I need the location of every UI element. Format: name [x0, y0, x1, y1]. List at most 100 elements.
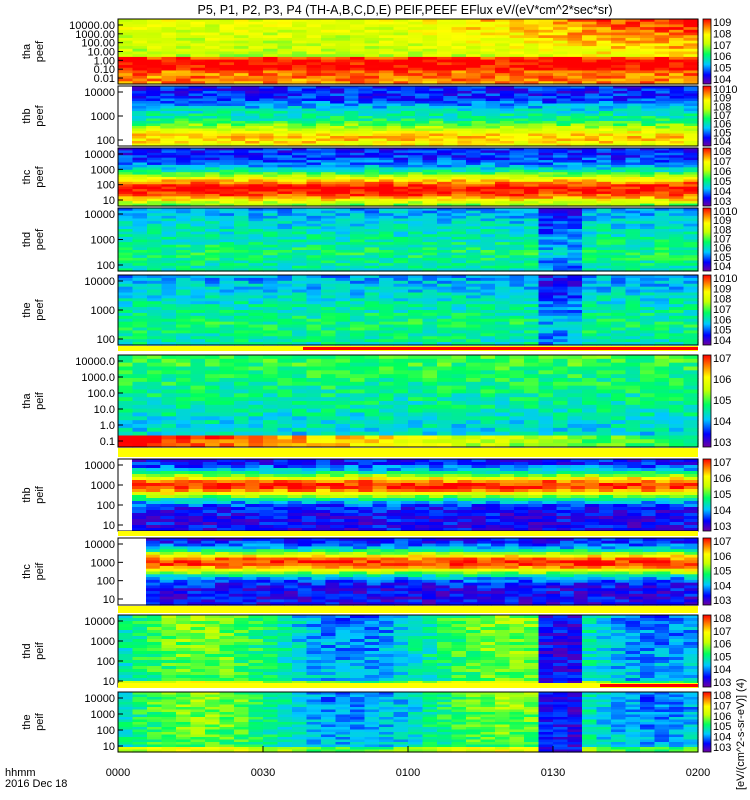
spectrogram-cell: [161, 381, 177, 387]
spectrogram-cell: [248, 292, 264, 297]
spectrogram-cell: [176, 234, 192, 238]
spectrogram-cell: [292, 78, 308, 82]
spectrogram-cell: [582, 150, 598, 154]
spectrogram-cell: [132, 67, 148, 72]
figure-title: P5, P1, P2, P3, P4 (TH-A,B,C,D,E) PEIF,P…: [197, 3, 612, 17]
spectrogram-cell: [321, 24, 337, 28]
spectrogram-cell: [350, 59, 366, 63]
spectrogram-cell: [567, 162, 583, 166]
spectrogram-cell: [306, 46, 322, 50]
spectrogram-cell: [315, 96, 331, 100]
spectrogram-cell: [344, 91, 359, 95]
spectrogram-cell: [176, 327, 192, 332]
spectrogram-cell: [528, 131, 543, 135]
spectrogram-cell: [161, 242, 177, 246]
spectrogram-cell: [611, 196, 627, 200]
spectrogram-cell: [321, 265, 337, 269]
spectrogram-cell: [190, 184, 206, 188]
spectrogram-cell: [234, 75, 250, 80]
spectrogram-cell: [147, 324, 163, 329]
spectrogram-cell: [248, 32, 264, 36]
spectrogram-cell: [408, 152, 424, 156]
spectrogram-cell: [669, 310, 685, 314]
spectrogram-cell: [408, 174, 424, 178]
spectrogram-cell: [480, 186, 496, 190]
spectrogram-cell: [393, 339, 409, 343]
spectrogram-cell: [202, 111, 218, 115]
spectrogram-cell: [584, 91, 600, 95]
spectrogram-cell: [379, 148, 395, 152]
spectrogram-cell: [570, 128, 586, 132]
spectrogram-cell: [190, 37, 206, 42]
spectrogram-cell: [379, 315, 395, 320]
spectrogram-cell: [161, 177, 177, 181]
spectrogram-cell: [598, 116, 614, 120]
spectrogram-cell: [627, 86, 642, 90]
spectrogram-cell: [480, 40, 496, 44]
spectrogram-cell: [611, 27, 627, 31]
spectrogram-cell: [538, 160, 554, 164]
spectrogram-cell: [509, 213, 525, 217]
spectrogram-cell: [422, 318, 438, 323]
spectrogram-cell: [683, 32, 699, 36]
spectrogram-cell: [625, 283, 641, 288]
spectrogram-cell: [437, 257, 453, 262]
spectrogram-cell: [234, 318, 250, 323]
spectrogram-cell: [393, 263, 409, 267]
spectrogram-cell: [466, 315, 482, 320]
spectrogram-cell: [451, 244, 467, 248]
spectrogram-cell: [443, 86, 459, 90]
spectrogram-cell: [654, 162, 670, 166]
spectrogram-cell: [393, 223, 409, 227]
spectrogram-cell: [202, 96, 218, 100]
spectrogram-cell: [335, 27, 351, 31]
spectrogram-cell: [669, 252, 685, 256]
spectrogram-cell: [683, 81, 699, 85]
spectrogram-cell: [408, 292, 424, 297]
spectrogram-cell: [292, 65, 308, 69]
spectrogram-cell: [683, 193, 699, 197]
spectrogram-cell: [219, 24, 235, 28]
spectrogram-cell: [393, 289, 409, 294]
spectrogram-cell: [654, 196, 670, 200]
spectrogram-cell: [306, 275, 322, 279]
spectrogram-cell: [248, 203, 264, 207]
spectrogram-cell: [625, 157, 641, 161]
spectrogram-cell: [542, 121, 558, 125]
spectrogram-cell: [205, 324, 221, 329]
spectrogram-cell: [683, 189, 699, 193]
spectrogram-cell: [654, 46, 670, 50]
y-tick-label: 10.00: [87, 47, 115, 59]
spectrogram-cell: [466, 78, 482, 82]
spectrogram-cell: [321, 231, 337, 235]
spectrogram-cell: [176, 280, 192, 285]
spectrogram-cell: [335, 221, 351, 225]
spectrogram-cell: [422, 59, 438, 63]
spectrogram-cell: [538, 215, 554, 220]
spectrogram-cell: [234, 234, 250, 238]
spectrogram-cell: [219, 54, 235, 58]
spectrogram-cell: [480, 177, 496, 181]
spectrogram-cell: [248, 148, 264, 152]
spectrogram-cell: [654, 19, 670, 23]
spectrogram-cell: [451, 172, 467, 176]
spectrogram-cell: [466, 277, 482, 282]
spectrogram-cell: [292, 169, 308, 173]
spectrogram-cell: [190, 310, 206, 314]
spectrogram-cell: [176, 318, 192, 323]
spectrogram-cell: [596, 75, 612, 80]
spectrogram-cell: [147, 157, 163, 161]
spectrogram-cell: [437, 152, 453, 156]
spectrogram-cell: [654, 213, 670, 217]
spectrogram-cell: [273, 126, 289, 130]
spectrogram-cell: [118, 51, 134, 55]
spectrogram-cell: [669, 283, 685, 288]
spectrogram-cell: [248, 21, 264, 26]
spectrogram-cell: [231, 116, 246, 120]
spectrogram-cell: [174, 116, 190, 120]
spectrogram-cell: [147, 27, 163, 31]
spectrogram-cell: [524, 244, 540, 248]
spectrogram-cell: [219, 315, 235, 320]
spectrogram-cell: [190, 24, 206, 28]
